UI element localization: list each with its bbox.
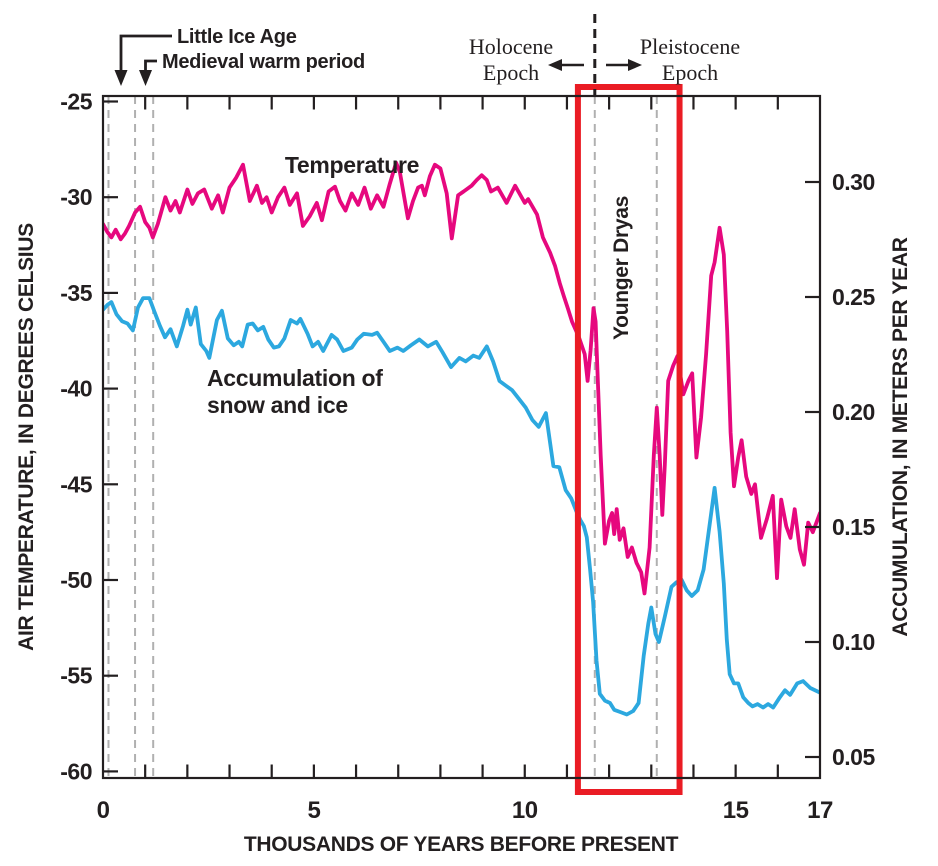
y-right-tick-label: 0.30 xyxy=(832,169,875,195)
y-left-tick-label: -25 xyxy=(60,89,92,115)
temperature-series-label: Temperature xyxy=(285,152,419,178)
y-left-tick-label: -35 xyxy=(60,280,92,306)
y-left-tick-label: -55 xyxy=(60,663,92,689)
accumulation-series-label-line1: Accumulation of xyxy=(207,365,383,391)
y-left-tick-label: -40 xyxy=(60,376,92,402)
little-ice-age-arrow-icon xyxy=(114,34,172,86)
temperature-line xyxy=(103,160,820,596)
pleistocene-epoch-label-line1: Pleistocene xyxy=(640,34,740,59)
right-axis-title: ACCUMULATION, IN METERS PER YEAR xyxy=(889,237,912,636)
y-left-tick-label: -45 xyxy=(60,471,92,497)
pleistocene-epoch-label-line2: Epoch xyxy=(662,60,718,85)
little-ice-age-label: Little Ice Age xyxy=(177,26,297,48)
x-tick-label: 10 xyxy=(512,797,538,824)
left-axis-title: AIR TEMPERATURE, IN DEGREES CELSIUS xyxy=(15,223,38,651)
y-left-tick-label: -60 xyxy=(60,758,92,784)
x-tick-label: 17 xyxy=(807,797,833,824)
younger-dryas-box xyxy=(574,84,683,795)
plot-border xyxy=(101,94,822,780)
y-right-tick-label: 0.05 xyxy=(832,744,875,770)
holocene-epoch-label-line2: Epoch xyxy=(483,60,539,85)
y-right-tick-label: 0.20 xyxy=(832,399,875,425)
x-tick-label: 0 xyxy=(97,797,110,824)
accumulation-line xyxy=(103,296,820,717)
x-tick-label: 5 xyxy=(307,797,320,824)
medieval-warm-period-arrow-icon xyxy=(139,59,157,86)
axes-and-ticks: 0 5 10 15 17 -25 -30 -35 -40 -45 -50 -55 -60 0.30 0.25… xyxy=(60,89,876,825)
younger-dryas-label: Younger Dryas xyxy=(610,196,633,340)
x-tick-label: 15 xyxy=(723,797,749,824)
x-axis-title: THOUSANDS OF YEARS BEFORE PRESENT xyxy=(244,833,679,856)
y-left-tick-label: -50 xyxy=(60,567,92,593)
y-right-tick-label: 0.10 xyxy=(832,629,875,655)
data-series-lines xyxy=(103,160,820,717)
accumulation-series-label-line2: snow and ice xyxy=(207,392,348,418)
medieval-warm-period-label: Medieval warm period xyxy=(162,51,365,73)
younger-dryas-highlight xyxy=(574,84,683,795)
y-right-tick-label: 0.25 xyxy=(832,284,875,310)
y-right-tick-label: 0.15 xyxy=(832,514,875,540)
y-left-tick-label: -30 xyxy=(60,184,92,210)
holocene-arrow-icon xyxy=(548,59,584,71)
holocene-epoch-label-line1: Holocene xyxy=(469,34,553,59)
pleistocene-arrow-icon xyxy=(606,59,642,71)
